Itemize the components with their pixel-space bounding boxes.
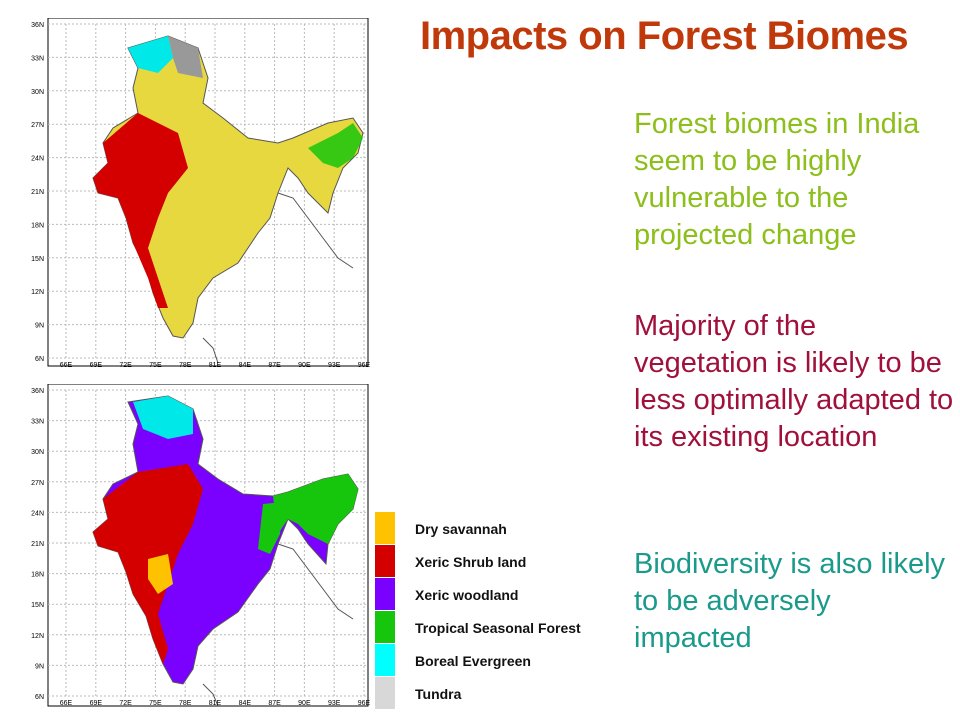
legend-swatch — [375, 512, 395, 544]
lon-tick-label: 90E — [298, 700, 311, 707]
map-current-boreal-region — [128, 36, 173, 73]
lat-tick-label: 9N — [35, 663, 44, 670]
lat-tick-label: 24N — [31, 510, 44, 517]
lat-tick-label: 6N — [35, 694, 44, 701]
lat-tick-label: 15N — [31, 602, 44, 609]
page-title: Impacts on Forest Biomes — [420, 14, 909, 58]
biome-map-projected: 36N 33N 30N 27N 24N 21N 18N 15N 12N 9N 6N 66E 69E 72… — [8, 384, 370, 714]
legend-swatch — [375, 644, 395, 676]
lon-tick-label: 87E — [268, 362, 281, 369]
lon-tick-label: 87E — [268, 700, 281, 707]
lon-tick-label: 93E — [328, 700, 341, 707]
map-projected-green-east — [258, 502, 283, 554]
lon-tick-label: 96E — [358, 700, 370, 707]
map-projected-lat-labels: 36N 33N 30N 27N 24N 21N 18N 15N 12N 9N 6N — [31, 388, 44, 701]
lon-tick-label: 81E — [209, 700, 222, 707]
map-projected-outline — [202, 543, 354, 707]
lon-tick-label: 78E — [179, 362, 192, 369]
lon-tick-label: 78E — [179, 700, 192, 707]
map-projected-boreal-region — [133, 396, 193, 439]
map-current-northeast — [308, 123, 363, 168]
lat-tick-label: 12N — [31, 633, 44, 640]
paragraph-adaptation: Majority of the vegetation is likely to … — [634, 310, 954, 453]
lon-tick-label: 66E — [60, 700, 73, 707]
map-current-tundra-region — [168, 36, 203, 78]
legend-swatch — [375, 611, 395, 643]
legend-label: Dry savannah — [415, 521, 507, 537]
map-current-outline — [202, 192, 354, 364]
lat-tick-label: 36N — [31, 22, 44, 29]
legend-swatch — [375, 677, 395, 709]
lat-tick-label: 6N — [35, 356, 44, 363]
legend-item-tropical-seasonal-forest: Tropical Seasonal Forest — [375, 611, 635, 643]
map-projected-green-northeast — [273, 474, 358, 544]
lat-tick-label: 9N — [35, 323, 44, 330]
lat-tick-label: 21N — [31, 189, 44, 196]
map-current-svg: 36N 33N 30N 27N 24N 21N 18N 15N 12N 9N 6N 66E 69E 72… — [31, 18, 370, 369]
legend-swatch — [375, 545, 395, 577]
legend-item-tundra: Tundra — [375, 677, 635, 709]
lon-tick-label: 93E — [328, 362, 341, 369]
map-current-shrub-region — [93, 113, 188, 308]
map-current-lat-labels: 36N 33N 30N 27N 24N 21N 18N 15N 12N 9N 6N — [31, 22, 44, 363]
lat-tick-label: 18N — [31, 572, 44, 579]
legend-item-boreal-evergreen: Boreal Evergreen — [375, 644, 635, 676]
legend-label: Xeric Shrub land — [415, 554, 527, 570]
map-projected-lon-labels: 66E 69E 72E 75E 78E 81E 84E 87E 90E 93E 96E — [60, 700, 370, 707]
lon-tick-label: 81E — [209, 362, 222, 369]
lat-tick-label: 12N — [31, 289, 44, 296]
legend-label: Tundra — [415, 686, 462, 702]
lat-tick-label: 15N — [31, 256, 44, 263]
lat-tick-label: 36N — [31, 388, 44, 395]
lat-tick-label: 24N — [31, 156, 44, 163]
lat-tick-label: 30N — [31, 89, 44, 96]
lat-tick-label: 30N — [31, 449, 44, 456]
lat-tick-label: 18N — [31, 222, 44, 229]
lat-tick-label: 27N — [31, 480, 44, 487]
lat-tick-label: 27N — [31, 122, 44, 129]
lon-tick-label: 69E — [90, 700, 103, 707]
map-projected-savannah-patch — [148, 554, 173, 594]
lon-tick-label: 75E — [149, 700, 162, 707]
lon-tick-label: 75E — [149, 362, 162, 369]
lon-tick-label: 66E — [60, 362, 73, 369]
lon-tick-label: 72E — [119, 700, 132, 707]
biome-legend: Dry savannah Xeric Shrub land Xeric wood… — [375, 512, 635, 709]
legend-label: Xeric woodland — [415, 587, 519, 603]
legend-swatch — [375, 578, 395, 610]
lat-tick-label: 21N — [31, 541, 44, 548]
lon-tick-label: 72E — [119, 362, 132, 369]
lat-tick-label: 33N — [31, 419, 44, 426]
lon-tick-label: 84E — [239, 362, 252, 369]
lat-tick-label: 33N — [31, 55, 44, 62]
paragraph-vulnerability: Forest biomes in India seem to be highly… — [634, 108, 920, 251]
lon-tick-label: 84E — [239, 700, 252, 707]
legend-item-xeric-shrub: Xeric Shrub land — [375, 545, 635, 577]
lon-tick-label: 69E — [90, 362, 103, 369]
map-current-lon-labels: 66E 69E 72E 75E 78E 81E 84E 87E 90E 93E 96E — [60, 362, 370, 369]
biome-map-current: 36N 33N 30N 27N 24N 21N 18N 15N 12N 9N 6N 66E 69E 72… — [8, 18, 370, 374]
paragraph-biodiversity: Biodiversity is also likely to be advers… — [634, 548, 946, 654]
legend-label: Tropical Seasonal Forest — [415, 620, 581, 636]
lon-tick-label: 90E — [298, 362, 311, 369]
lon-tick-label: 96E — [358, 362, 370, 369]
legend-label: Boreal Evergreen — [415, 653, 531, 669]
map-projected-svg: 36N 33N 30N 27N 24N 21N 18N 15N 12N 9N 6N 66E 69E 72… — [31, 384, 370, 707]
legend-item-dry-savannah: Dry savannah — [375, 512, 635, 544]
legend-item-xeric-woodland: Xeric woodland — [375, 578, 635, 610]
